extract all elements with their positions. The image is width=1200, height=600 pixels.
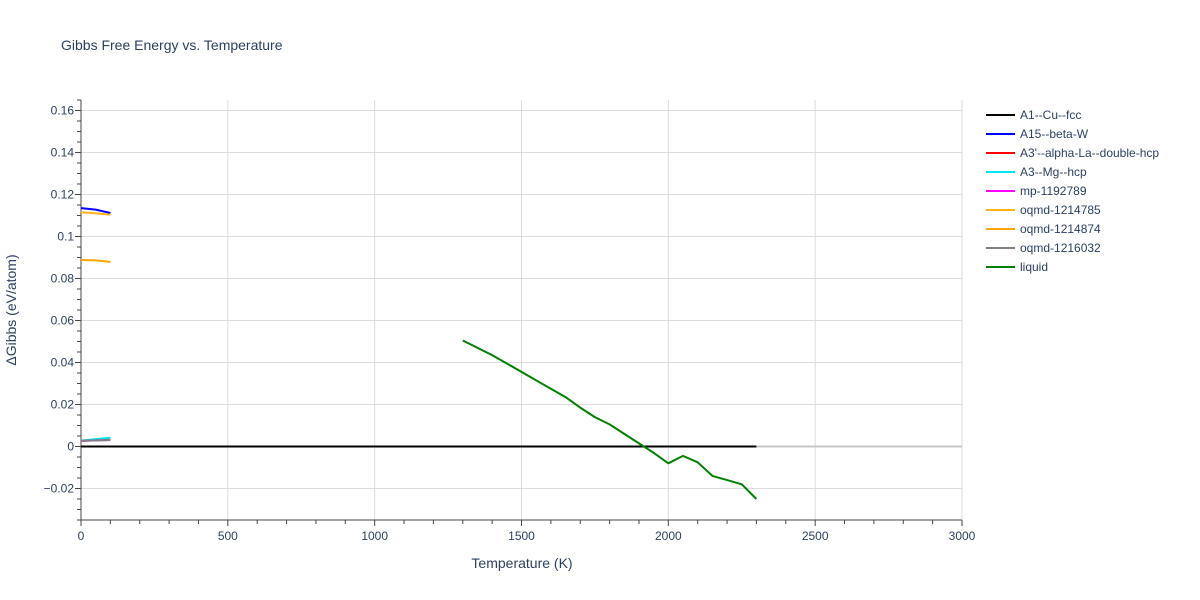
x-tick-label: 3000 bbox=[949, 529, 976, 543]
series-lines bbox=[80, 207, 758, 500]
x-tick-label: 500 bbox=[218, 529, 238, 543]
legend-item[interactable]: oqmd-1214874 bbox=[986, 222, 1101, 236]
series-line-liquid bbox=[462, 339, 758, 500]
series-line-oqmd-1216032 bbox=[80, 439, 111, 442]
legend-label: oqmd-1214874 bbox=[1020, 222, 1101, 236]
y-tick-label: −0.02 bbox=[44, 482, 75, 496]
legend-item[interactable]: liquid bbox=[986, 260, 1048, 274]
legend-label: liquid bbox=[1020, 260, 1048, 274]
grid-lines bbox=[81, 100, 963, 520]
x-tick-label: 2500 bbox=[802, 529, 829, 543]
y-tick-label: 0 bbox=[67, 440, 74, 454]
x-tick-label: 0 bbox=[78, 529, 85, 543]
legend-item[interactable]: A15--beta-W bbox=[986, 127, 1089, 141]
y-tick-label: 0.1 bbox=[57, 230, 74, 244]
y-tick-label: 0.12 bbox=[51, 188, 75, 202]
legend-item[interactable]: A1--Cu--fcc bbox=[986, 108, 1081, 122]
y-tick-label: 0.06 bbox=[51, 314, 75, 328]
chart-title: Gibbs Free Energy vs. Temperature bbox=[61, 37, 283, 53]
legend-item[interactable]: A3--Mg--hcp bbox=[986, 165, 1087, 179]
x-tick-labels: 0 500 1000 1500 2000 2500 3000 bbox=[78, 529, 976, 543]
x-tick-label: 2000 bbox=[655, 529, 682, 543]
y-tick-label: 0.04 bbox=[51, 356, 75, 370]
legend-label: A15--beta-W bbox=[1020, 127, 1089, 141]
legend[interactable]: A1--Cu--fcc A15--beta-W A3'--alpha-La--dou… bbox=[986, 108, 1159, 274]
legend-label: A3--Mg--hcp bbox=[1020, 165, 1087, 179]
x-axis-label: Temperature (K) bbox=[471, 555, 572, 571]
y-tick-label: 0.14 bbox=[51, 146, 75, 160]
legend-item[interactable]: A3'--alpha-La--double-hcp bbox=[986, 146, 1159, 160]
y-tick-label: 0.08 bbox=[51, 272, 75, 286]
legend-label: A1--Cu--fcc bbox=[1020, 108, 1081, 122]
legend-label: oqmd-1214785 bbox=[1020, 203, 1101, 217]
y-tick-label: 0.02 bbox=[51, 398, 75, 412]
x-tick-label: 1500 bbox=[508, 529, 535, 543]
legend-item[interactable]: oqmd-1216032 bbox=[986, 241, 1101, 255]
series-line-oqmd-1214785 bbox=[80, 211, 111, 216]
legend-item[interactable]: mp-1192789 bbox=[986, 184, 1087, 198]
series-line-a15-beta-w bbox=[80, 207, 111, 214]
x-tick-label: 1000 bbox=[361, 529, 388, 543]
y-tick-label: 0.16 bbox=[51, 104, 75, 118]
legend-label: oqmd-1216032 bbox=[1020, 241, 1101, 255]
series-line-oqmd-1214874 bbox=[80, 259, 111, 263]
legend-label: A3'--alpha-La--double-hcp bbox=[1020, 146, 1159, 160]
y-tick-labels: −0.02 0 0.02 0.04 0.06 0.08 0.1 0.12 0.14 0.16 bbox=[44, 104, 75, 496]
legend-label: mp-1192789 bbox=[1020, 184, 1087, 198]
y-axis-label: ΔGibbs (eV/atom) bbox=[3, 254, 19, 365]
legend-item[interactable]: oqmd-1214785 bbox=[986, 203, 1101, 217]
axes bbox=[75, 99, 963, 526]
